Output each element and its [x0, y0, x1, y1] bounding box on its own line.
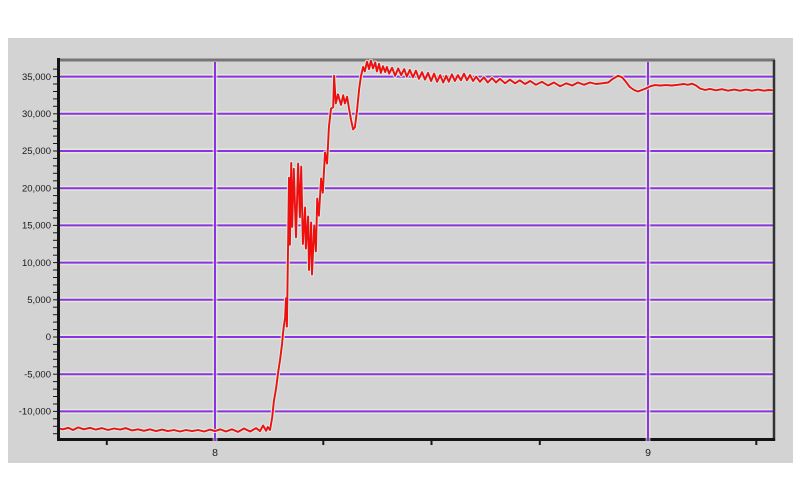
y-axis-tick-label: -10,000 [19, 407, 51, 418]
y-axis-ticks [53, 68, 57, 435]
y-axis-tick-label: -5,000 [24, 369, 51, 380]
vertical-gridlines [212, 62, 651, 441]
plot-frame [57, 58, 776, 441]
y-axis-tick-label: 10,000 [22, 258, 51, 269]
y-axis-tick-label: 15,000 [22, 221, 51, 232]
x-axis-tick-label: 8 [212, 447, 218, 459]
y-axis-labels: 35,000 30,000 25,000 20,000 15,000 10,000 5,00… [19, 72, 51, 418]
y-axis-tick-label: 35,000 [22, 72, 51, 83]
y-axis-tick-label: 0 [46, 332, 51, 343]
y-axis-tick-label: 5,000 [27, 295, 51, 306]
line-chart: 35,000 30,000 25,000 20,000 15,000 10,000 5,00… [19, 58, 776, 459]
horizontal-gridlines [60, 74, 773, 414]
y-axis-tick-label: 30,000 [22, 109, 51, 120]
x-axis-tick-label: 9 [645, 447, 651, 459]
series-group [60, 59, 773, 434]
chart-panel: 35,000 30,000 25,000 20,000 15,000 10,000 5,00… [8, 38, 793, 463]
y-axis-tick-label: 20,000 [22, 183, 51, 194]
series-line [60, 59, 773, 433]
x-axis-ticks [105, 441, 758, 445]
y-axis-tick-label: 25,000 [22, 146, 51, 157]
